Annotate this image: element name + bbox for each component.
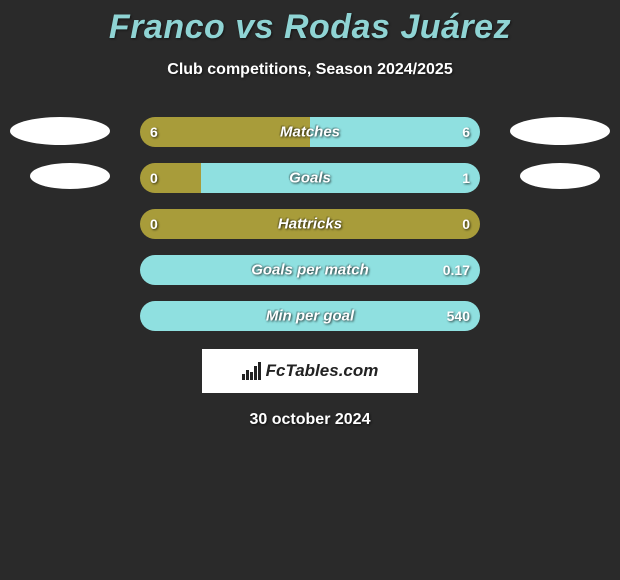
- stat-value-right: 1: [462, 170, 470, 186]
- stat-bar-right: [140, 301, 480, 331]
- stat-value-left: 6: [150, 124, 158, 140]
- stat-bar: 01Goals: [140, 163, 480, 193]
- date-text: 30 october 2024: [0, 411, 620, 429]
- stat-row: 01Goals: [0, 163, 620, 193]
- stat-bar: 00Hattricks: [140, 209, 480, 239]
- stat-value-left: 0: [150, 216, 158, 232]
- stat-row: 66Matches: [0, 117, 620, 147]
- player-shape-right: [510, 117, 610, 145]
- chart-icon: [242, 362, 262, 380]
- logo-label: FcTables.com: [266, 361, 379, 381]
- player-shape-left: [30, 163, 110, 189]
- player-shape-left: [10, 117, 110, 145]
- player-shape-right: [520, 163, 600, 189]
- stat-bar-left: [140, 209, 480, 239]
- stat-bar-right: [201, 163, 480, 193]
- logo-box: FcTables.com: [202, 349, 418, 393]
- stat-value-right: 0: [462, 216, 470, 232]
- stat-bar-right: [310, 117, 480, 147]
- stat-row: 00Hattricks: [0, 209, 620, 239]
- stat-row: 0.17Goals per match: [0, 255, 620, 285]
- stat-row: 540Min per goal: [0, 301, 620, 331]
- stat-value-left: 0: [150, 170, 158, 186]
- stat-bar: 540Min per goal: [140, 301, 480, 331]
- stat-bar: 66Matches: [140, 117, 480, 147]
- page-title: Franco vs Rodas Juárez: [0, 0, 620, 47]
- logo-text: FcTables.com: [242, 361, 379, 381]
- stat-value-right: 540: [447, 308, 470, 324]
- stat-value-right: 0.17: [443, 262, 470, 278]
- subtitle: Club competitions, Season 2024/2025: [0, 61, 620, 79]
- stat-bar-right: [140, 255, 480, 285]
- stats-area: 66Matches01Goals00Hattricks0.17Goals per…: [0, 117, 620, 331]
- stat-value-right: 6: [462, 124, 470, 140]
- stat-bar-left: [140, 117, 310, 147]
- stat-bar: 0.17Goals per match: [140, 255, 480, 285]
